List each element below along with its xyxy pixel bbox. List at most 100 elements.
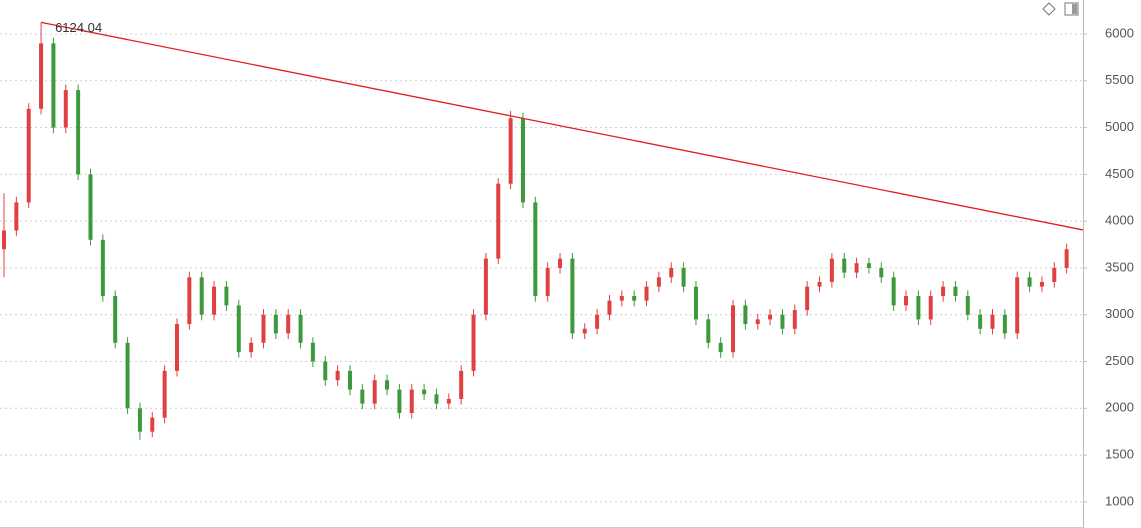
candle-body — [409, 389, 414, 413]
candle-body — [520, 118, 525, 203]
candle-body — [286, 314, 291, 334]
candle-body — [941, 286, 946, 297]
candle-body — [39, 43, 44, 109]
candle-body — [162, 370, 167, 418]
candle-body — [990, 314, 995, 329]
candle-body — [656, 277, 661, 287]
candle-body — [792, 310, 797, 329]
candle-body — [508, 118, 513, 184]
candle-body — [372, 380, 377, 404]
candle-body — [891, 277, 896, 306]
candle-body — [360, 389, 365, 404]
candle-body — [1027, 277, 1032, 287]
candle-body — [14, 202, 19, 231]
candle-body — [224, 286, 229, 306]
candle-body — [829, 258, 834, 282]
candle-body — [718, 342, 723, 353]
candle-body — [916, 296, 921, 320]
panel-icon[interactable] — [1064, 2, 1079, 16]
y-tick-label: 1500 — [1105, 447, 1134, 462]
candle-body — [953, 286, 958, 297]
candle-body — [928, 296, 933, 320]
candle-body — [273, 314, 278, 334]
candle-body — [533, 202, 538, 297]
candle-body — [706, 319, 711, 343]
candle-body — [570, 258, 575, 334]
candle-body — [422, 389, 427, 395]
candle-body — [174, 324, 179, 371]
candle-body — [669, 267, 674, 278]
candle-body — [63, 90, 68, 128]
candle-body — [100, 239, 105, 297]
candle-body — [199, 277, 204, 315]
candle-body — [459, 370, 464, 399]
candle-body — [471, 314, 476, 371]
candle-body — [1015, 277, 1020, 334]
candle-body — [693, 286, 698, 320]
candle-body — [1064, 249, 1069, 268]
y-tick-label: 4500 — [1105, 166, 1134, 181]
candle-body — [780, 314, 785, 329]
candle-body — [632, 296, 637, 301]
candle-body — [619, 296, 624, 301]
candle-body — [879, 267, 884, 278]
y-tick-label: 5000 — [1105, 119, 1134, 134]
candle-body — [335, 370, 340, 381]
y-tick-label: 3000 — [1105, 306, 1134, 321]
candle-body — [965, 296, 970, 315]
candle-body — [978, 314, 983, 329]
candle-body — [768, 314, 773, 320]
y-tick-label: 5500 — [1105, 72, 1134, 87]
candle-body — [842, 258, 847, 273]
candle-body — [261, 314, 266, 343]
candle-body — [595, 314, 600, 329]
candle-body — [113, 296, 118, 343]
candle-body — [644, 286, 649, 301]
candle-body — [1052, 267, 1057, 282]
candle-body — [310, 342, 315, 362]
trendline-label: 6124.04 — [55, 20, 102, 35]
candle-body — [236, 305, 241, 353]
candle-body — [805, 286, 810, 311]
draw-tool-icon[interactable] — [1042, 2, 1056, 16]
candle-body — [731, 305, 736, 353]
y-tick-label: 1000 — [1105, 493, 1134, 508]
candle-body — [545, 267, 550, 297]
candle-body — [582, 328, 587, 334]
candle-body — [1039, 281, 1044, 287]
y-tick-label: 2000 — [1105, 400, 1134, 415]
y-tick-label: 3500 — [1105, 259, 1134, 274]
y-tick-label: 6000 — [1105, 25, 1134, 40]
candle-body — [125, 342, 130, 409]
candle-body — [866, 263, 871, 268]
candle-body — [150, 417, 155, 432]
trendline — [40, 21, 1084, 231]
candle-body — [743, 305, 748, 325]
candle-body — [187, 277, 192, 325]
candle-body — [681, 267, 686, 287]
candle-body — [446, 398, 451, 404]
candle-body — [558, 258, 563, 268]
candle-body — [249, 342, 254, 353]
candle-body — [434, 394, 439, 404]
candle-body — [88, 174, 93, 240]
y-tick-label: 2500 — [1105, 353, 1134, 368]
candle-body — [298, 314, 303, 343]
candle-body — [212, 286, 217, 315]
candle-body — [2, 230, 6, 250]
candle-body — [904, 296, 909, 306]
candle-body — [137, 408, 142, 432]
candle-body — [854, 263, 859, 273]
y-tick-label: 4000 — [1105, 213, 1134, 228]
candle-body — [76, 90, 81, 175]
candle-body — [397, 389, 402, 413]
candle-body — [347, 370, 352, 390]
candle-body — [483, 258, 488, 315]
candle-body — [755, 319, 760, 325]
candle-body — [26, 108, 31, 203]
candle-body — [323, 361, 328, 381]
candle-body — [817, 281, 822, 287]
candle-body — [51, 43, 56, 128]
candle-body — [385, 380, 390, 390]
